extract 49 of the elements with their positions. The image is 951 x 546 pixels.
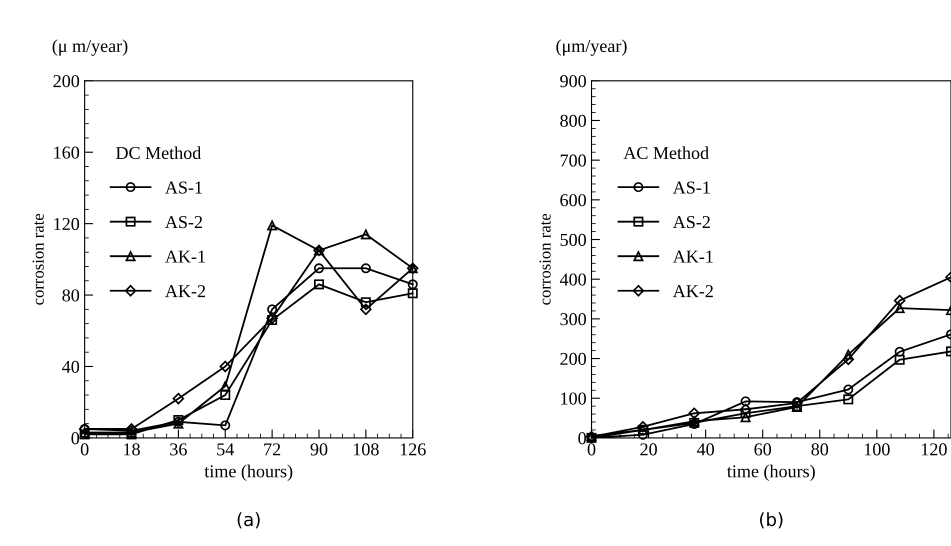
x-tick-label: 40: [696, 443, 714, 456]
x-tick-label: 80: [811, 443, 828, 456]
x-tick-label: 126: [400, 443, 426, 456]
legend-title: DC Method: [116, 146, 202, 160]
y-tick-label: 300: [560, 313, 586, 326]
x-tick-label: 18: [124, 443, 140, 456]
x-axis-title: time (hours): [727, 464, 815, 482]
y-tick-label: 400: [560, 273, 586, 286]
y-axis-title: corrosion rate: [539, 214, 551, 305]
y-tick-label: 600: [560, 194, 586, 206]
y-axis-title: corrosion rate: [32, 214, 44, 305]
y-tick-label: 120: [54, 218, 80, 230]
x-axis-title: time (hours): [204, 464, 292, 482]
y-tick-label: 100: [561, 392, 586, 405]
x-tick-label: 120: [922, 443, 947, 456]
legend-label: AS-2: [165, 216, 202, 228]
y-tick-label: 0: [578, 432, 586, 444]
x-tick-label: 60: [754, 443, 772, 456]
y-tick-label: 800: [560, 114, 586, 127]
x-tick-label: 100: [864, 443, 890, 456]
y-tick-label: 80: [62, 289, 80, 302]
text: (μm/year): [556, 39, 627, 56]
x-tick-label: 20: [640, 443, 657, 456]
legend-label: AK-2: [672, 285, 713, 298]
legend-label: AK-1: [165, 250, 205, 263]
legend-label: AK-1: [672, 250, 713, 263]
y-tick-label: 160: [54, 146, 80, 159]
x-tick-label: 90: [310, 443, 328, 456]
legend-label: AS-1: [165, 181, 202, 194]
y-tick-label: 200: [560, 352, 586, 365]
y-tick-label: 40: [62, 360, 80, 373]
y-tick-label: 900: [560, 75, 586, 88]
legend-label: AS-2: [672, 216, 710, 228]
y-tick-label: 200: [53, 75, 80, 88]
x-tick-label: 36: [170, 443, 187, 456]
y-tick-label: 0: [71, 432, 80, 444]
x-tick-label: 54: [217, 443, 234, 456]
legend-label: AS-1: [672, 181, 710, 194]
legend-title: AC Method: [623, 146, 709, 160]
legend-label: AK-2: [165, 285, 206, 298]
text: (b): [760, 512, 782, 528]
x-tick-label: 0: [588, 443, 596, 456]
text: (μ m/year): [52, 39, 128, 56]
x-tick-label: 72: [264, 443, 280, 456]
y-tick-label: 700: [560, 154, 586, 167]
x-tick-label: 0: [80, 443, 88, 456]
text: (a): [238, 512, 260, 528]
x-tick-label: 108: [354, 443, 379, 456]
y-tick-label: 500: [560, 234, 586, 246]
